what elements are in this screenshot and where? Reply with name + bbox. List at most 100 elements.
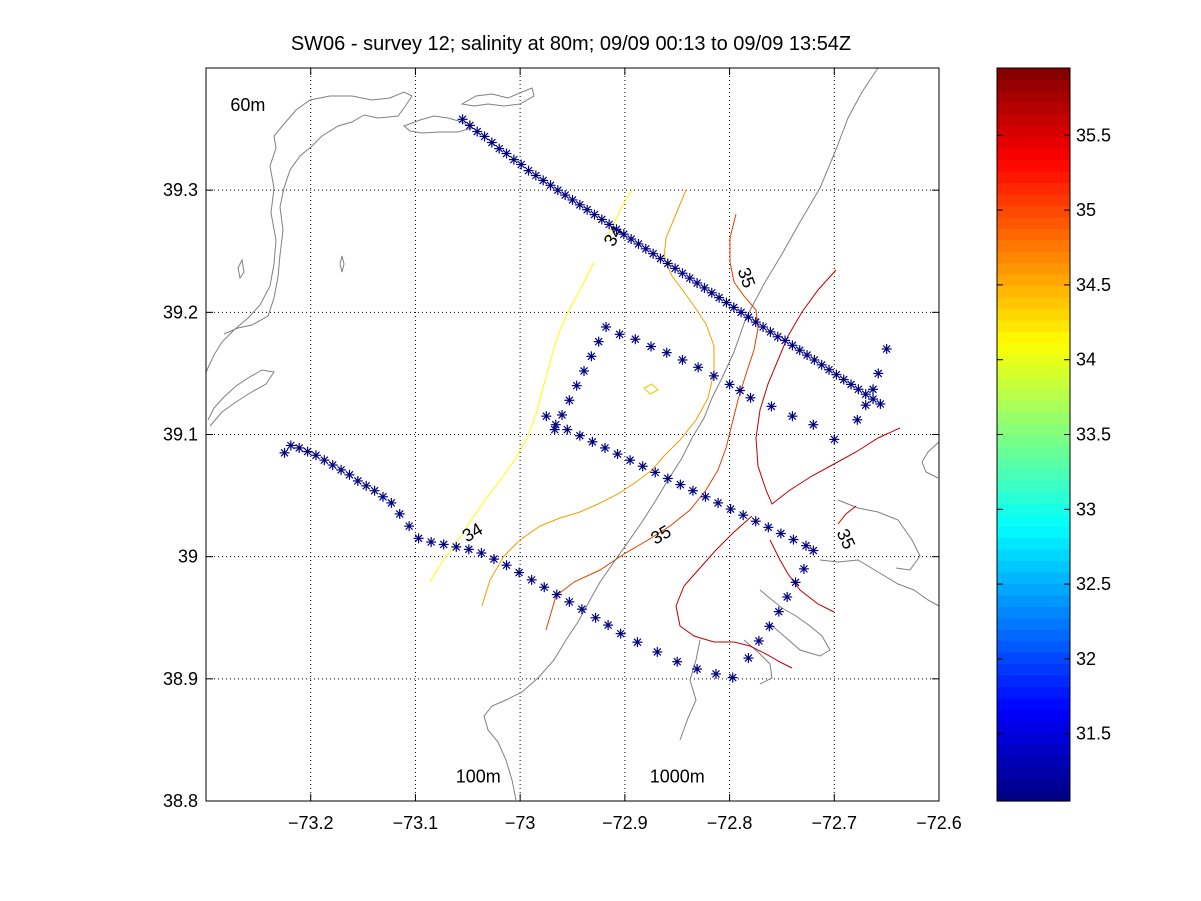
colorbar-band-26 [997,491,1070,504]
colorbar-band-28 [997,468,1070,481]
station-marker-0-31 [684,273,695,284]
colorbar-tick-label-4: 33.5 [1076,425,1111,445]
station-marker-2-22 [541,411,552,422]
station-marker-2-15 [593,336,604,347]
station-marker-5-8 [590,612,601,623]
colorbar-band-4 [997,743,1070,756]
station-marker-3-6 [625,455,636,466]
station-marker-1-4 [852,414,863,425]
station-marker-5-16 [488,554,499,565]
station-marker-2-14 [601,321,612,332]
colorbar-band-25 [997,503,1070,516]
colorbar-band-27 [997,480,1070,493]
bathymetry-contours [205,67,940,801]
station-marker-2-16 [586,351,597,362]
station-marker-2-5 [735,385,746,396]
colorbar-band-12 [997,652,1070,665]
station-marker-0-0 [457,114,468,125]
station-marker-0-30 [677,268,688,279]
station-marker-4-2 [782,591,793,602]
depth-label-60m: 60m [230,95,265,115]
station-marker-0-5 [494,143,505,154]
station-marker-0-14 [560,190,571,201]
station-marker-5-3 [672,656,683,667]
colorbar-band-61 [997,90,1070,103]
station-marker-2-4 [745,392,756,403]
station-marker-0-23 [626,234,637,245]
station-marker-0-52 [838,374,849,385]
colorbar-band-13 [997,640,1070,653]
station-marker-0-44 [780,335,791,346]
station-marker-3-17 [763,522,774,533]
colorbar-tick-label-0: 31.5 [1076,724,1111,744]
station-marker-0-21 [611,224,622,235]
bathy-contour-small-2 [339,255,345,273]
colorbar-band-48 [997,239,1070,252]
station-marker-1-0 [881,343,892,354]
y-tick-label-2: 39 [178,547,198,567]
station-marker-0-40 [750,317,761,328]
chart-title: SW06 - survey 12; salinity at 80m; 09/09… [291,33,851,55]
station-marker-5-4 [652,646,663,657]
station-marker-2-2 [787,411,798,422]
x-tick-label-6: −72.6 [916,813,962,833]
station-marker-5-0 [727,672,738,683]
colorbar-band-59 [997,113,1070,126]
colorbar-bands [997,68,1070,802]
station-marker-0-26 [648,248,659,259]
x-tick-label-4: −72.8 [707,813,753,833]
colorbar-band-41 [997,319,1070,333]
station-marker-2-20 [557,409,568,420]
station-marker-3-0 [550,419,561,430]
station-marker-5-25 [386,497,397,508]
colorbar-band-11 [997,663,1070,676]
colorbar-band-57 [997,136,1070,149]
station-marker-5-30 [344,469,355,480]
colorbar-band-9 [997,686,1070,699]
colorbar-band-55 [997,159,1070,172]
colorbar-ticks: 31.5 32 32.5 33 33.5 34 34.5 35 35.5 [997,125,1111,744]
station-marker-0-38 [736,307,747,318]
salinity-contour-35-red-south [675,515,793,669]
colorbar-band-42 [997,308,1070,321]
colorbar-tick-label-6: 34.5 [1076,275,1111,295]
station-marker-5-21 [426,537,437,548]
salinity-contour-34-yellow [429,261,595,583]
station-marker-5-36 [294,442,305,453]
station-marker-0-45 [787,340,798,351]
station-marker-5-28 [361,480,372,491]
depth-label-1000m: 1000m [650,767,705,787]
colorbar-band-19 [997,571,1070,584]
x-tick-label-1: −73.1 [393,813,439,833]
station-marker-3-16 [750,516,761,527]
colorbar-band-31 [997,434,1070,447]
station-marker-5-17 [476,548,487,559]
station-marker-5-29 [352,475,363,486]
station-marker-2-19 [564,395,575,406]
colorbar-band-62 [997,79,1070,92]
station-marker-5-32 [327,460,338,471]
station-marker-2-17 [579,365,590,376]
colorbar-band-44 [997,285,1070,298]
station-marker-0-53 [846,379,857,390]
colorbar-band-10 [997,675,1070,688]
x-tick-label-0: −73.2 [288,813,334,833]
station-marker-0-55 [860,389,871,400]
station-marker-0-41 [758,321,769,332]
station-marker-2-0 [829,434,840,445]
station-marker-0-3 [479,131,490,142]
station-marker-5-22 [413,533,424,544]
station-marker-4-6 [743,653,754,664]
station-marker-0-17 [582,204,593,215]
colorbar-band-54 [997,171,1070,184]
salinity-contours [429,189,901,669]
station-marker-0-27 [655,253,666,264]
colorbar-band-34 [997,400,1070,413]
station-marker-3-11 [687,485,698,496]
station-marker-5-33 [319,455,330,466]
station-marker-0-25 [640,243,651,254]
station-marker-5-19 [451,541,462,552]
station-marker-5-37 [285,440,296,451]
colorbar-band-37 [997,365,1070,378]
colorbar: 31.5 32 32.5 33 33.5 34 34.5 35 35.5 [996,67,1111,802]
